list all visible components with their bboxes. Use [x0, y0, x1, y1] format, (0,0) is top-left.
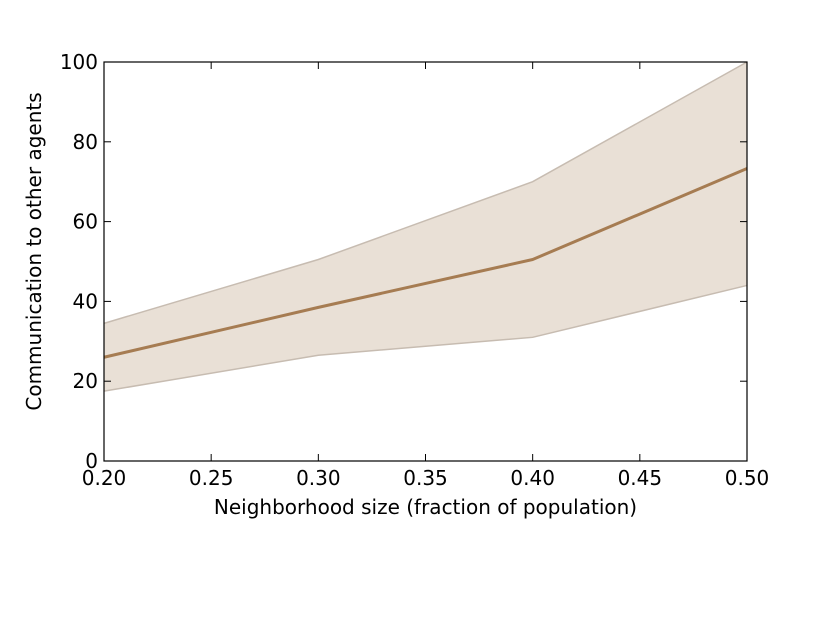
y-tick-label: 40 [73, 289, 98, 313]
x-tick-label: 0.20 [82, 466, 127, 490]
y-tick-label: 0 [85, 449, 98, 473]
band-lower-edge [103, 284, 748, 392]
x-tick-label: 0.30 [296, 466, 341, 490]
mean-line-layer [103, 167, 748, 359]
x-axis-title: Neighborhood size (fraction of populatio… [214, 495, 637, 519]
x-tick-label: 0.45 [618, 466, 663, 490]
y-axis-title: Communication to other agents [22, 92, 46, 410]
y-axis-ticks: 0 20 40 60 80 100 [60, 50, 747, 473]
confidence-band [104, 62, 747, 392]
x-axis-ticks: 0.20 0.25 0.30 0.35 0.40 0.45 0.50 [82, 62, 770, 490]
x-tick-label: 0.40 [510, 466, 555, 490]
mean-line [103, 167, 748, 359]
x-tick-label: 0.25 [189, 466, 234, 490]
x-tick-label: 0.35 [403, 466, 448, 490]
y-tick-label: 20 [73, 369, 98, 393]
y-tick-label: 80 [73, 130, 98, 154]
x-tick-label: 0.50 [725, 466, 770, 490]
y-tick-label: 100 [60, 50, 98, 74]
y-tick-label: 60 [73, 210, 98, 234]
band-upper-edge [103, 61, 748, 325]
confidence-band-layer [103, 61, 748, 392]
